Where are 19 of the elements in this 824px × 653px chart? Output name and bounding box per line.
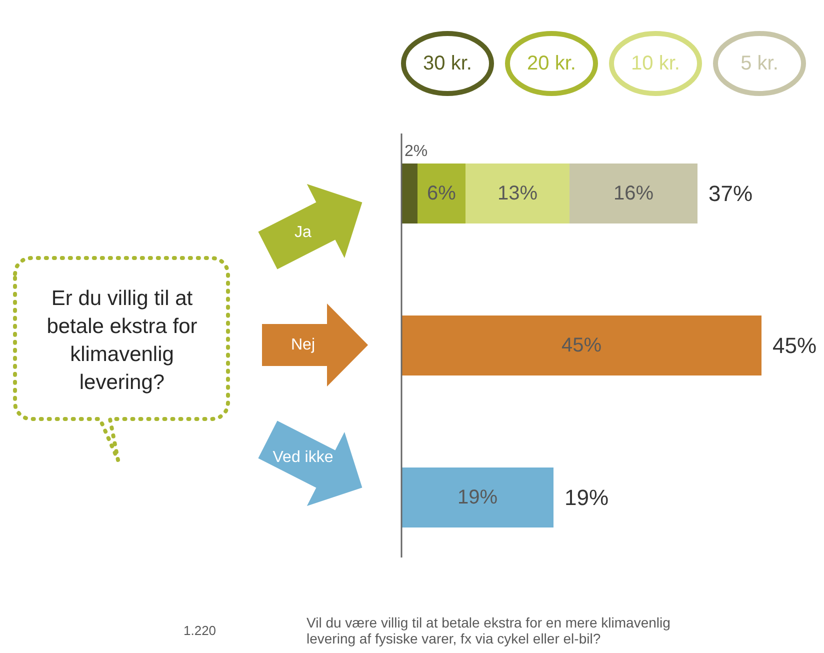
text: 20 kr.	[527, 52, 576, 74]
text: 10 kr.	[631, 52, 680, 74]
text: Vil du være villig til at betale ekstra for en mere klimavenlig levering af fysiske varer, fx via cykel eller el-bil?	[306, 614, 670, 646]
text: 1.220	[184, 623, 216, 638]
text: Er du villig til at betale ekstra for klimavenlig levering?	[46, 287, 198, 394]
total-label: 45%	[772, 333, 817, 358]
data-label: 2%	[404, 143, 428, 160]
total-label: 37%	[708, 181, 753, 206]
text: 30 kr.	[423, 52, 472, 74]
data-label: 16%	[613, 182, 654, 204]
y-tick-label: Nej	[290, 336, 316, 354]
data-label: 19%	[457, 486, 498, 508]
data-label: 45%	[561, 334, 602, 356]
y-tick-label: Ja	[294, 224, 312, 242]
total-label: 19%	[564, 485, 609, 510]
y-tick-label: Ved ikke	[272, 448, 334, 466]
text: 5 kr.	[740, 52, 778, 74]
data-label: 13%	[497, 182, 538, 204]
data-label: 6%	[427, 182, 456, 204]
